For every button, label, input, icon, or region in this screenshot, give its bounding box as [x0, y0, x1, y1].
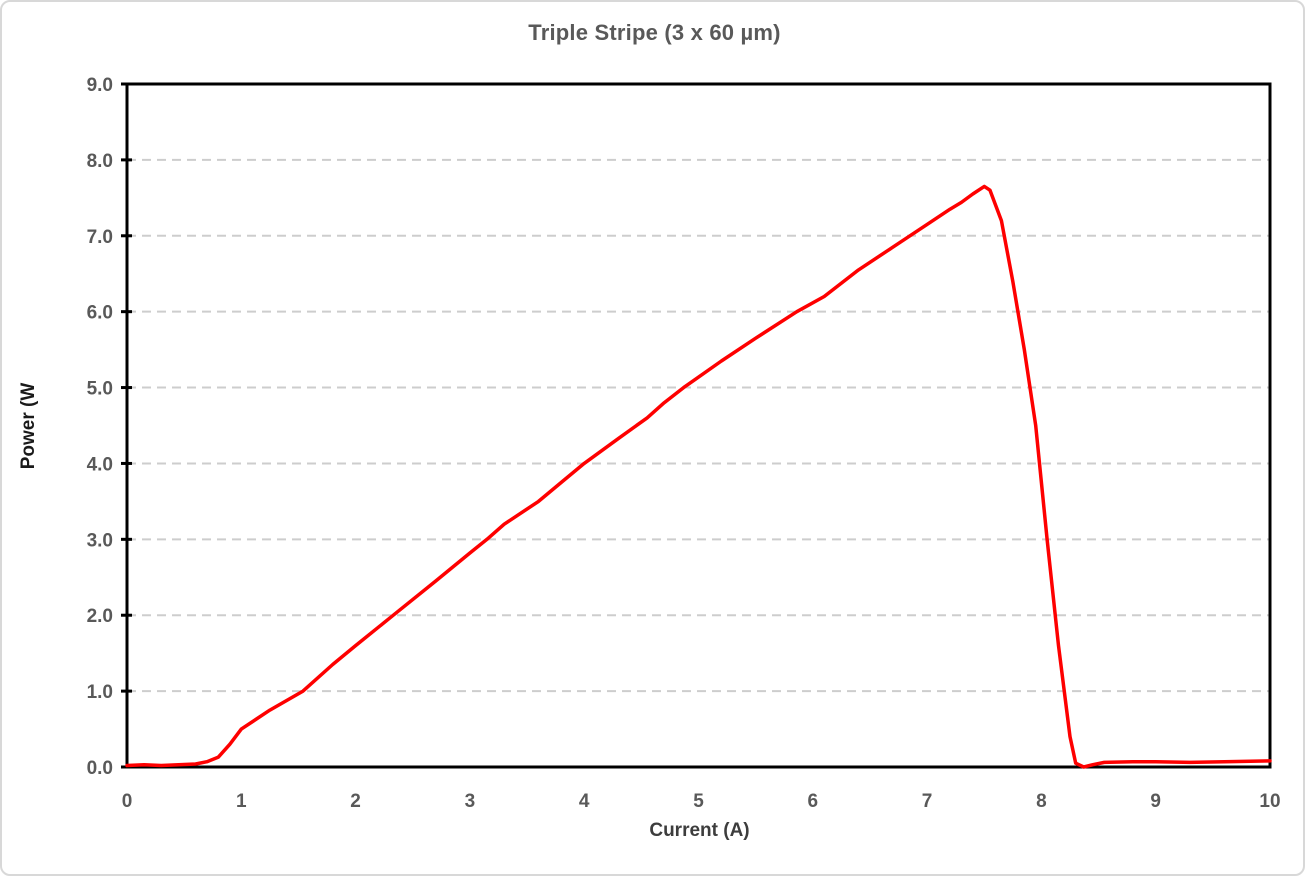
chart-title: Triple Stripe (3 x 60 µm)	[528, 20, 781, 45]
y-axis-title: Power (W	[18, 382, 39, 470]
x-tick-label: 10	[1259, 791, 1280, 812]
power-curve	[125, 184, 1272, 769]
x-axis-title: Current (A)	[649, 820, 750, 841]
plot-border	[125, 82, 1272, 769]
y-tick-label: 9.0	[87, 75, 113, 96]
x-tick-label: 9	[1150, 791, 1161, 812]
y-tick-label: 7.0	[87, 227, 113, 248]
x-tick-label: 0	[122, 791, 133, 812]
x-tick-label: 1	[236, 791, 247, 812]
x-tick-label: 3	[465, 791, 476, 812]
y-tick-label: 2.0	[87, 606, 113, 627]
y-tick-label: 6.0	[87, 303, 113, 324]
y-tick-label: 5.0	[87, 379, 113, 400]
x-tick-label: 4	[579, 791, 590, 812]
y-tick-label: 8.0	[87, 151, 113, 172]
x-tick-label: 2	[350, 791, 361, 812]
y-tick-label: 1.0	[87, 682, 113, 703]
x-tick-label: 8	[1036, 791, 1047, 812]
x-tick-label: 6	[808, 791, 819, 812]
y-tick-label: 4.0	[87, 454, 113, 475]
x-tick-label: 7	[922, 791, 933, 812]
y-tick-label: 0.0	[87, 758, 113, 779]
x-tick-label: 5	[693, 791, 704, 812]
y-tick-label: 3.0	[87, 530, 113, 551]
